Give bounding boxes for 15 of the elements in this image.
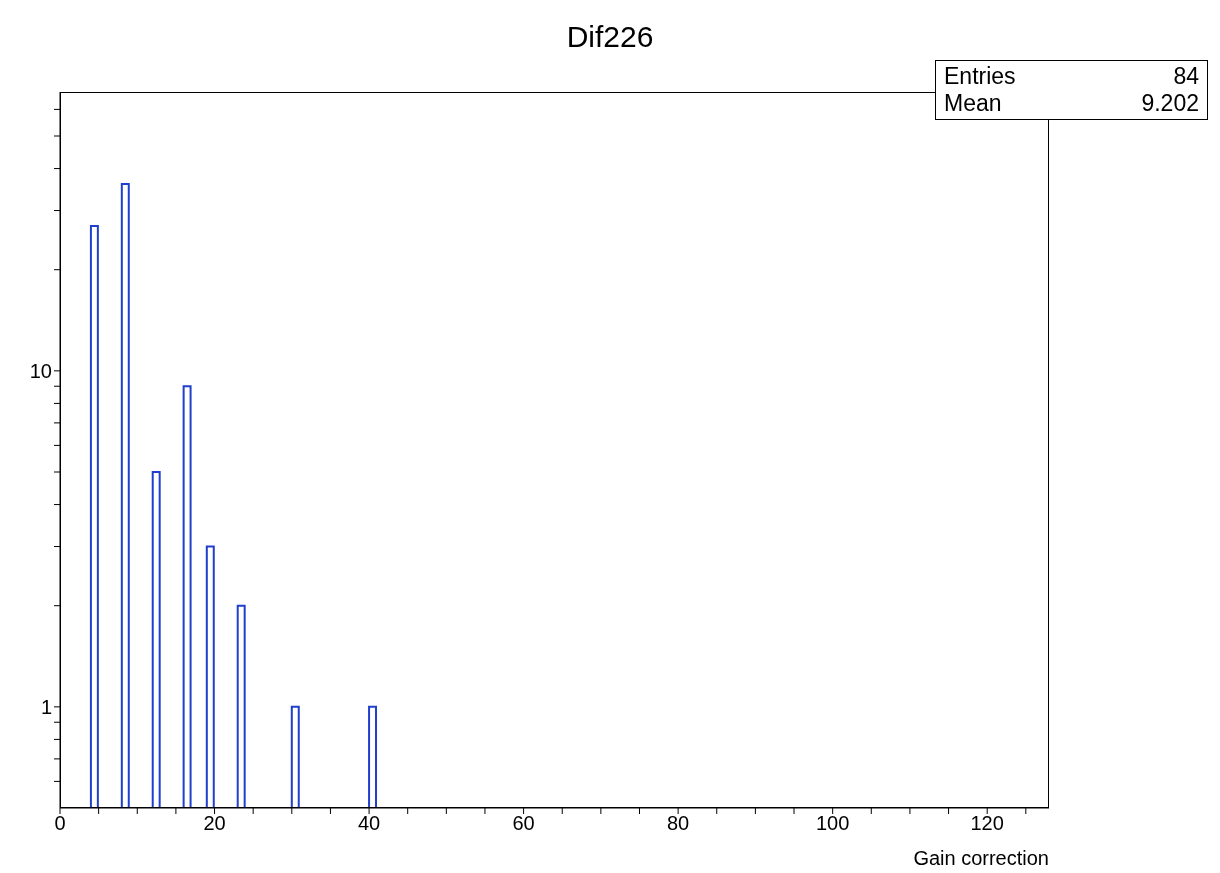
text: 84	[1172, 63, 1199, 90]
x-tick-label: 40	[357, 812, 381, 835]
x-axis-title: Gain correction	[913, 847, 1049, 869]
x-tick-label: 120	[970, 812, 1004, 835]
y-tick-label: 1	[40, 695, 52, 718]
x-tick-label: 20	[203, 812, 226, 835]
x-tick-label: 60	[512, 812, 535, 835]
x-tick-label: 80	[667, 812, 690, 835]
annotation: Mean	[944, 90, 1003, 117]
y-tick-label: 10	[29, 359, 52, 382]
text: Entries	[944, 63, 1017, 90]
x-tick-label: 100	[815, 812, 850, 835]
x-tick-label: 0	[54, 812, 66, 835]
chart-title: Dif226	[565, 20, 655, 54]
text: 9.202	[1141, 90, 1199, 117]
